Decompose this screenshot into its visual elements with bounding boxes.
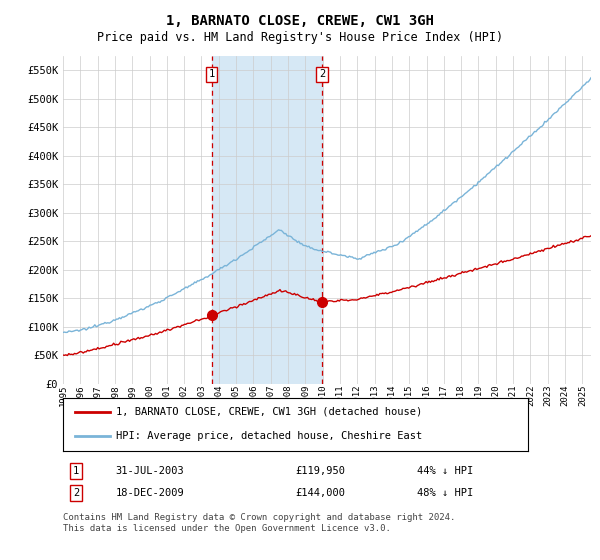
Text: 18-DEC-2009: 18-DEC-2009 [116, 488, 185, 498]
Text: 48% ↓ HPI: 48% ↓ HPI [417, 488, 473, 498]
Text: 31-JUL-2003: 31-JUL-2003 [116, 466, 185, 476]
Bar [212, 56, 322, 384]
Text: 2: 2 [73, 488, 79, 498]
Text: Price paid vs. HM Land Registry's House Price Index (HPI): Price paid vs. HM Land Registry's House … [97, 31, 503, 44]
Text: HPI: Average price, detached house, Cheshire East: HPI: Average price, detached house, Ches… [116, 431, 423, 441]
Text: 2: 2 [319, 69, 325, 79]
Text: £119,950: £119,950 [295, 466, 346, 476]
Text: 1: 1 [208, 69, 215, 79]
Text: £144,000: £144,000 [295, 488, 346, 498]
Text: 44% ↓ HPI: 44% ↓ HPI [417, 466, 473, 476]
Text: 1, BARNATO CLOSE, CREWE, CW1 3GH (detached house): 1, BARNATO CLOSE, CREWE, CW1 3GH (detach… [116, 407, 423, 417]
Text: 1, BARNATO CLOSE, CREWE, CW1 3GH: 1, BARNATO CLOSE, CREWE, CW1 3GH [166, 14, 434, 28]
Text: Contains HM Land Registry data © Crown copyright and database right 2024.
This d: Contains HM Land Registry data © Crown c… [63, 514, 455, 533]
Text: 1: 1 [73, 466, 79, 476]
